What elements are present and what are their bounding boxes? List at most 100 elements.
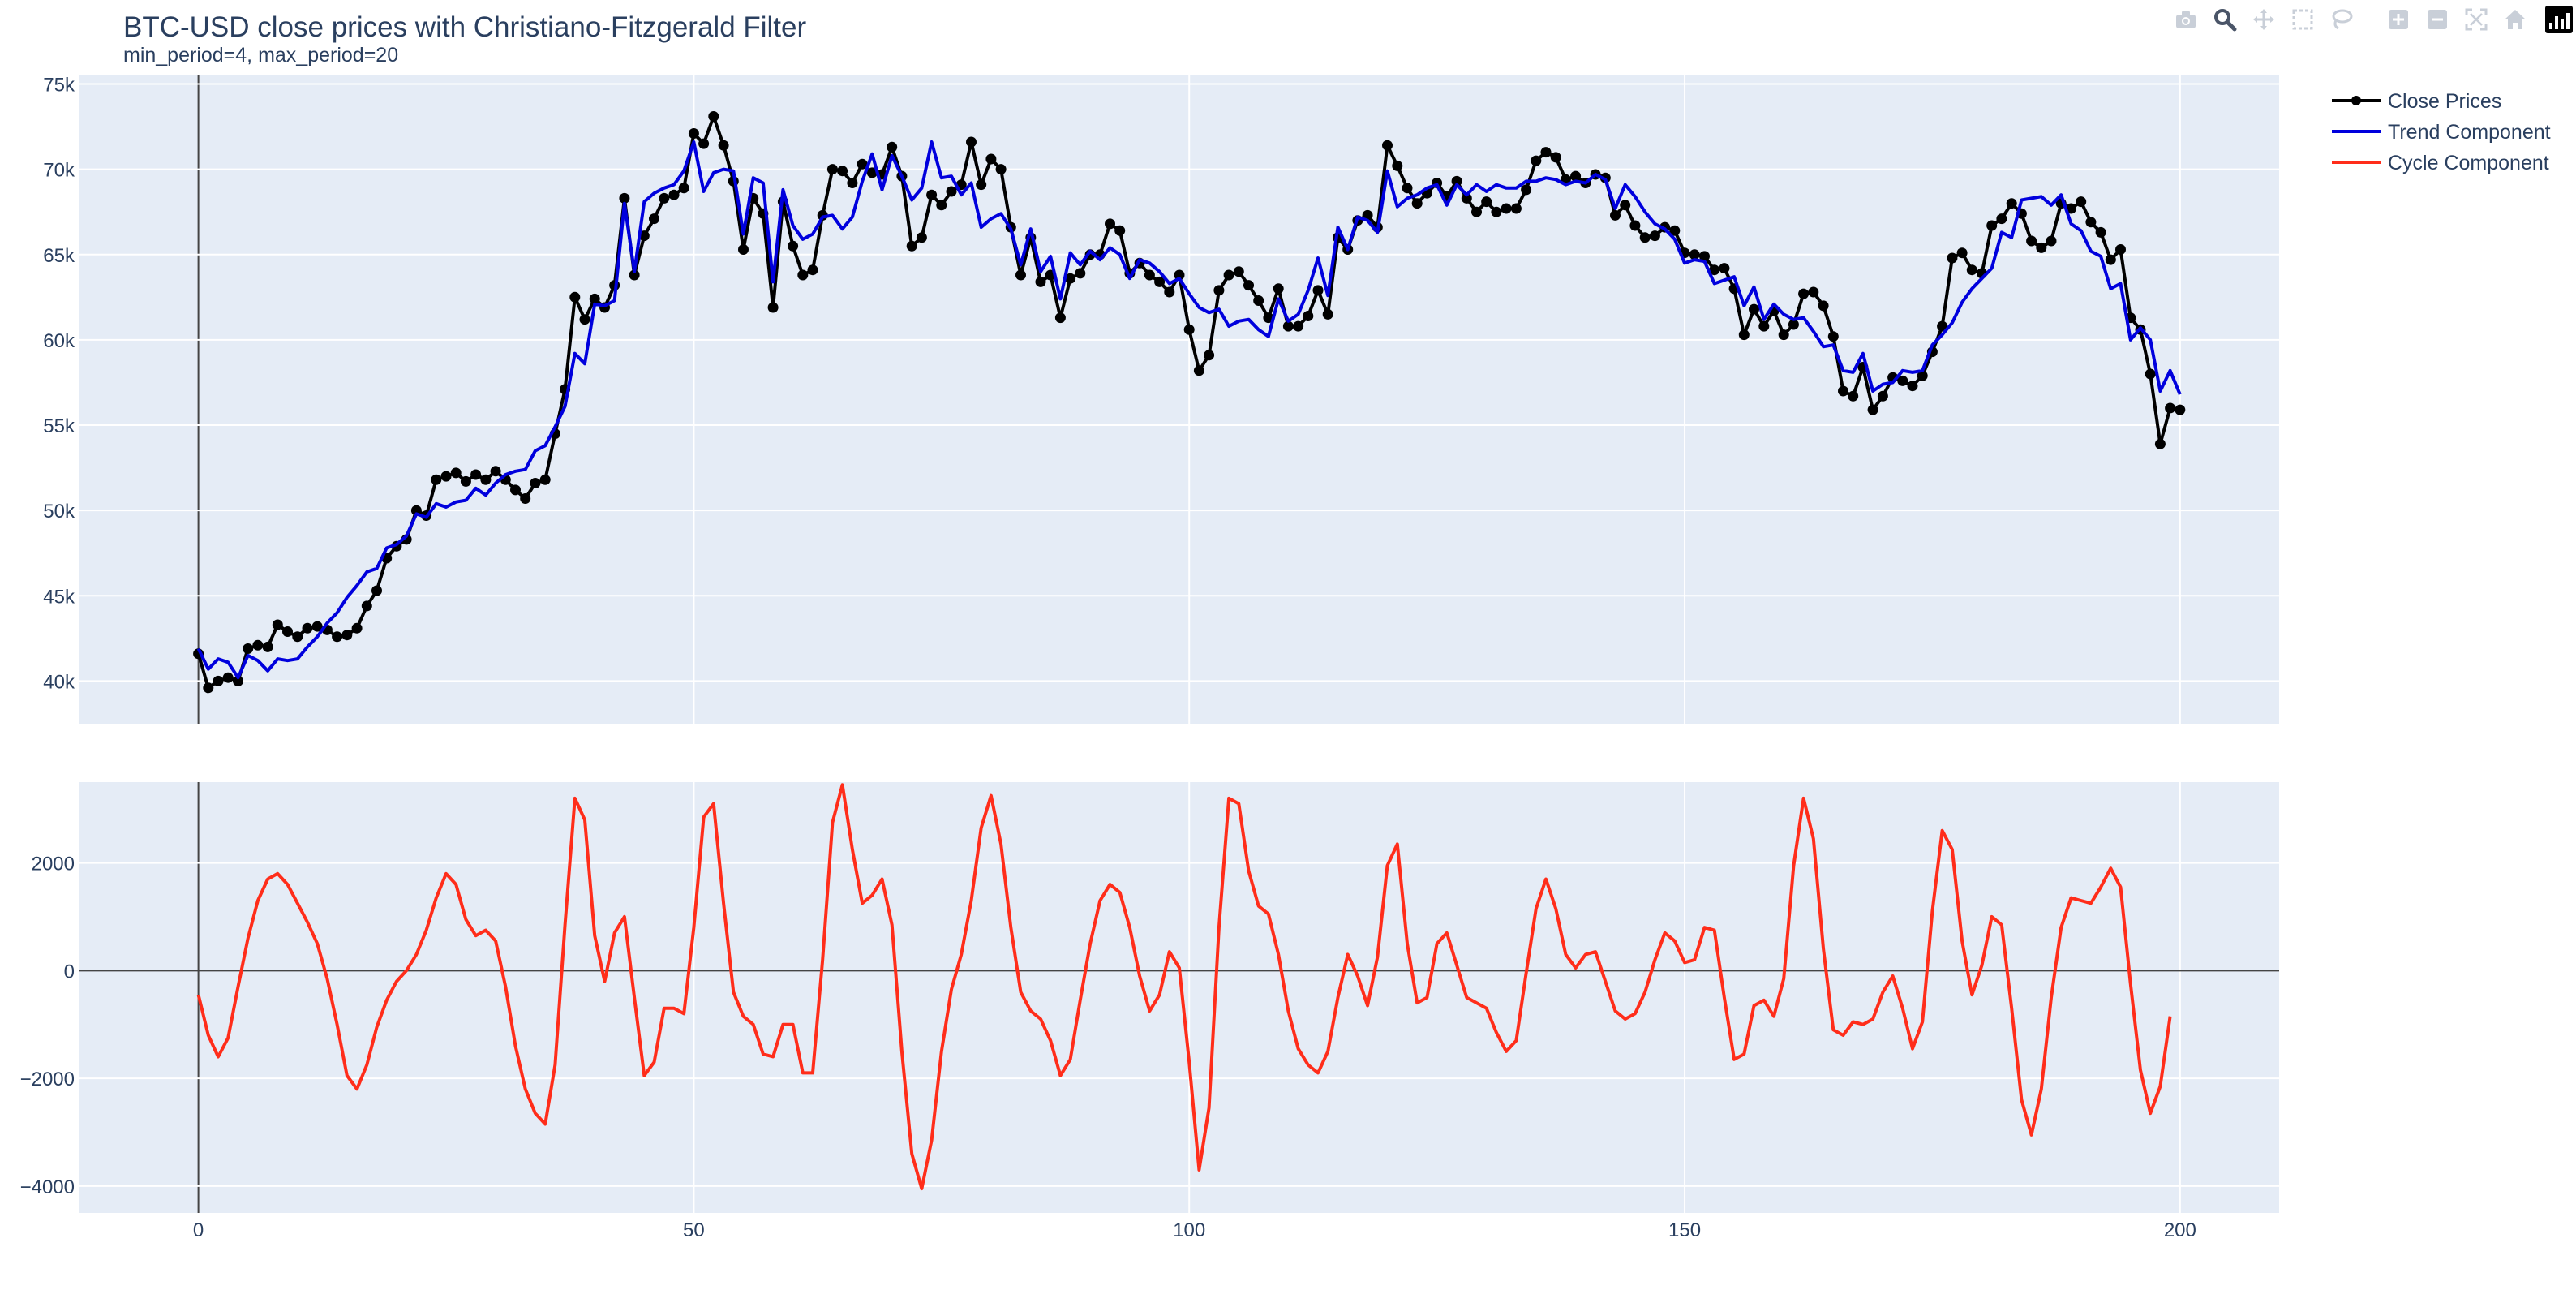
- data-point-close-prices[interactable]: [1629, 220, 1641, 231]
- data-point-close-prices[interactable]: [1620, 200, 1631, 211]
- data-point-close-prices[interactable]: [1570, 170, 1582, 182]
- data-point-close-prices[interactable]: [1223, 269, 1234, 281]
- data-point-close-prices[interactable]: [292, 631, 303, 643]
- data-point-close-prices[interactable]: [906, 240, 917, 252]
- data-point-close-prices[interactable]: [966, 136, 977, 148]
- data-point-close-prices[interactable]: [629, 269, 640, 281]
- data-point-close-prices[interactable]: [1282, 320, 1294, 332]
- data-point-close-prices[interactable]: [1937, 320, 1948, 332]
- series-line-cycle-component[interactable]: [196, 783, 2172, 1191]
- data-point-close-prices[interactable]: [1233, 266, 1244, 277]
- data-point-close-prices[interactable]: [282, 626, 293, 637]
- data-point-close-prices[interactable]: [1521, 184, 1532, 196]
- data-point-close-prices[interactable]: [767, 302, 779, 313]
- price-plot-area[interactable]: [79, 75, 2279, 724]
- data-point-close-prices[interactable]: [1956, 247, 1968, 259]
- data-point-close-prices[interactable]: [1015, 269, 1026, 281]
- zoom-icon[interactable]: [2208, 3, 2242, 36]
- data-point-close-prices[interactable]: [480, 474, 492, 485]
- data-point-close-prices[interactable]: [1183, 324, 1195, 335]
- data-point-close-prices[interactable]: [649, 213, 659, 225]
- data-point-close-prices[interactable]: [1947, 252, 1958, 264]
- data-point-close-prices[interactable]: [1550, 152, 1561, 163]
- zoom-out-icon[interactable]: [2420, 3, 2454, 36]
- data-point-close-prices[interactable]: [579, 314, 590, 325]
- data-point-close-prices[interactable]: [1758, 320, 1770, 332]
- data-point-close-prices[interactable]: [569, 291, 581, 303]
- data-point-close-prices[interactable]: [1402, 183, 1413, 194]
- legend-item-trend-component[interactable]: Trend Component: [2332, 121, 2551, 144]
- lasso-icon[interactable]: [2325, 3, 2359, 36]
- data-point-close-prices[interactable]: [2105, 254, 2116, 265]
- data-point-close-prices[interactable]: [1827, 331, 1839, 342]
- data-point-close-prices[interactable]: [2145, 368, 2156, 380]
- data-point-close-prices[interactable]: [2066, 203, 2076, 214]
- data-point-close-prices[interactable]: [936, 200, 947, 211]
- data-point-close-prices[interactable]: [1540, 147, 1552, 158]
- data-point-close-prices[interactable]: [1719, 263, 1730, 274]
- data-point-close-prices[interactable]: [1213, 285, 1225, 296]
- data-point-close-prices[interactable]: [1065, 273, 1076, 284]
- data-point-close-prices[interactable]: [916, 232, 927, 243]
- data-point-close-prices[interactable]: [708, 111, 719, 122]
- data-point-close-prices[interactable]: [1392, 160, 1403, 171]
- data-point-close-prices[interactable]: [698, 138, 710, 149]
- data-point-close-prices[interactable]: [460, 475, 471, 487]
- data-point-close-prices[interactable]: [351, 622, 363, 634]
- data-point-close-prices[interactable]: [2115, 244, 2126, 255]
- data-point-close-prices[interactable]: [1531, 155, 1542, 166]
- data-point-close-prices[interactable]: [510, 484, 521, 496]
- data-point-close-prices[interactable]: [678, 183, 689, 194]
- data-point-close-prices[interactable]: [2026, 235, 2037, 247]
- data-point-close-prices[interactable]: [371, 585, 382, 596]
- data-point-close-prices[interactable]: [233, 675, 243, 686]
- data-point-close-prices[interactable]: [252, 639, 264, 651]
- data-point-close-prices[interactable]: [1144, 269, 1155, 281]
- data-point-close-prices[interactable]: [272, 619, 283, 630]
- plotly-logo-icon[interactable]: [2545, 6, 2573, 33]
- data-point-close-prices[interactable]: [311, 621, 323, 632]
- data-point-close-prices[interactable]: [638, 230, 650, 242]
- data-point-close-prices[interactable]: [361, 600, 372, 612]
- data-point-close-prices[interactable]: [659, 192, 670, 204]
- data-point-close-prices[interactable]: [1174, 269, 1185, 281]
- data-point-close-prices[interactable]: [490, 466, 501, 477]
- data-point-close-prices[interactable]: [2006, 198, 2017, 209]
- data-point-close-prices[interactable]: [470, 469, 482, 480]
- data-point-close-prices[interactable]: [1303, 311, 1314, 321]
- data-point-close-prices[interactable]: [2085, 217, 2097, 228]
- data-point-close-prices[interactable]: [826, 164, 838, 175]
- data-point-close-prices[interactable]: [1788, 319, 1799, 330]
- data-point-close-prices[interactable]: [995, 164, 1007, 175]
- data-point-close-prices[interactable]: [341, 630, 353, 641]
- zoom-in-icon[interactable]: [2381, 3, 2415, 36]
- data-point-close-prices[interactable]: [1778, 329, 1789, 341]
- data-point-close-prices[interactable]: [243, 643, 254, 654]
- data-point-close-prices[interactable]: [1649, 230, 1660, 242]
- camera-icon[interactable]: [2169, 3, 2203, 36]
- data-point-close-prices[interactable]: [1808, 286, 1819, 298]
- data-point-close-prices[interactable]: [718, 140, 729, 151]
- data-point-close-prices[interactable]: [1451, 175, 1462, 187]
- data-point-close-prices[interactable]: [1510, 203, 1522, 214]
- data-point-close-prices[interactable]: [807, 264, 818, 276]
- legend-item-cycle-component[interactable]: Cycle Component: [2332, 152, 2549, 174]
- data-point-close-prices[interactable]: [1461, 192, 1472, 204]
- data-point-close-prices[interactable]: [1471, 206, 1482, 217]
- data-point-close-prices[interactable]: [1105, 218, 1115, 230]
- data-point-close-prices[interactable]: [985, 153, 997, 165]
- data-point-close-prices[interactable]: [1699, 251, 1710, 262]
- data-point-close-prices[interactable]: [1411, 198, 1423, 209]
- data-point-close-prices[interactable]: [2165, 402, 2176, 414]
- data-point-close-prices[interactable]: [1273, 283, 1284, 295]
- data-point-close-prices[interactable]: [520, 493, 531, 504]
- data-point-close-prices[interactable]: [2046, 235, 2057, 247]
- data-point-close-prices[interactable]: [1986, 220, 1998, 231]
- data-point-close-prices[interactable]: [1867, 404, 1878, 415]
- data-point-close-prices[interactable]: [688, 128, 699, 139]
- data-point-close-prices[interactable]: [837, 166, 848, 177]
- data-point-close-prices[interactable]: [1669, 225, 1681, 236]
- data-point-close-prices[interactable]: [530, 478, 541, 488]
- data-point-close-prices[interactable]: [222, 672, 234, 683]
- cycle-plot-area[interactable]: [79, 782, 2279, 1213]
